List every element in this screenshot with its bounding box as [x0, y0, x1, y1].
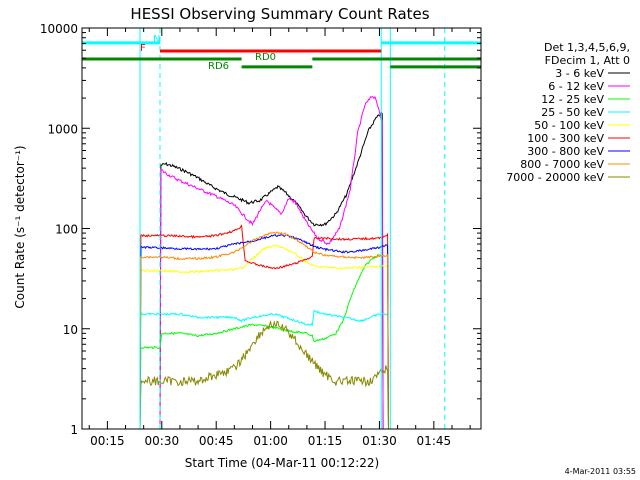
chart-title: HESSI Observing Summary Count Rates [130, 5, 429, 23]
y-tick-label-0: 1 [70, 423, 78, 437]
series-layer [139, 95, 389, 429]
series-line-4 [139, 244, 389, 429]
y-tick-label-4: 10000 [40, 22, 78, 36]
x-tick-label-2: 00:45 [199, 434, 234, 448]
legend-label-2: 12 - 25 keV [541, 93, 604, 106]
plot-frame [81, 27, 482, 430]
x-axis-label: Start Time (04-Mar-11 00:12:22) [185, 456, 379, 470]
y-tick-label-1: 10 [63, 323, 78, 337]
legend-label-1: 6 - 12 keV [548, 80, 604, 93]
series-line-7 [139, 231, 389, 429]
legend-label-8: 7000 - 20000 keV [506, 171, 604, 184]
x-tick-label-1: 00:30 [145, 434, 180, 448]
state-bar-label-2: RD0 [255, 52, 276, 63]
state-bar-label-3: RD6 [208, 61, 229, 72]
series-line-2 [139, 254, 380, 429]
legend-label-3: 25 - 50 keV [541, 106, 604, 119]
axes-layer: 00:15 00:30 00:45 01:00 01:15 01:30 01:45 1 10 10… [40, 22, 482, 448]
x-tick-label-0: 00:15 [90, 434, 125, 448]
legend-label-5: 100 - 300 keV [527, 132, 604, 145]
legend: Det 1,3,4,5,6,9,FDecim 1, Att 03 - 6 keV… [506, 41, 630, 184]
x-tick-label-3: 01:00 [253, 434, 288, 448]
legend-label-7: 800 - 7000 keV [520, 158, 604, 171]
series-line-0 [159, 110, 384, 429]
y-tick-label-3: 1000 [47, 122, 78, 136]
legend-label-6: 300 - 800 keV [527, 145, 604, 158]
x-tick-label-4: 01:15 [308, 434, 343, 448]
legend-label-0: 3 - 6 keV [555, 67, 604, 80]
series-line-5 [139, 224, 389, 429]
y-tick-label-2: 100 [55, 223, 78, 237]
series-line-1 [159, 95, 384, 429]
legend-header-1: FDecim 1, Att 0 [545, 54, 630, 67]
series-line-6 [139, 233, 389, 429]
legend-header-0: Det 1,3,4,5,6,9, [544, 41, 630, 54]
series-line-3 [139, 309, 389, 429]
legend-label-4: 50 - 100 keV [534, 119, 604, 132]
x-tick-label-5: 01:30 [362, 434, 397, 448]
state-bar-label-0: N [153, 34, 160, 45]
timestamp: 4-Mar-2011 03:55 [565, 467, 636, 476]
state-bar-label-1: F [140, 43, 146, 54]
overlay-layer: NF RD0 RD6 [82, 28, 481, 429]
series-line-8 [139, 320, 389, 429]
y-axis-label: Count Rate (s⁻¹ detector⁻¹) [13, 145, 27, 308]
x-tick-label-6: 01:45 [417, 434, 452, 448]
